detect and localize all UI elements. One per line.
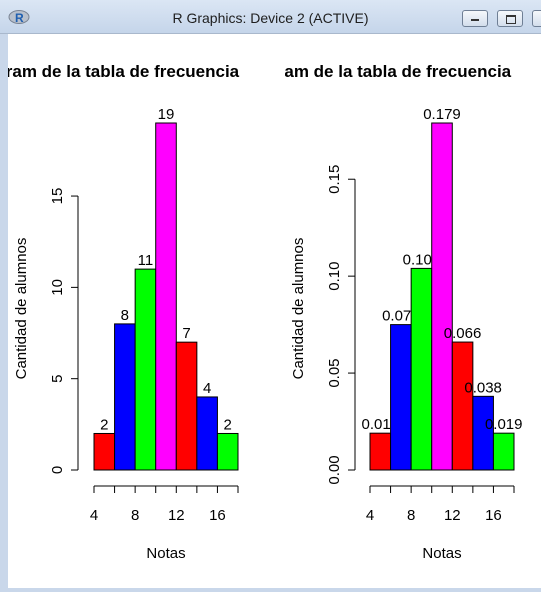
bar-value-label: 4	[203, 380, 211, 397]
chart-title: Histogram de la tabla de frecuencia	[225, 62, 512, 81]
svg-text:R: R	[15, 11, 24, 25]
x-tick-label: 12	[168, 507, 185, 524]
bar-value-label: 19	[158, 106, 175, 123]
bar-value-label: 0.038	[464, 379, 502, 396]
bar	[93, 432, 116, 471]
x-axis-label: Notas	[146, 545, 185, 562]
x-axis-label: Notas	[422, 545, 461, 562]
x-tick-label: 12	[444, 507, 461, 524]
y-tick-label: 0.00	[326, 455, 343, 484]
y-tick-label: 0.10	[326, 262, 343, 291]
y-tick-label: 10	[49, 279, 66, 296]
bar	[196, 396, 218, 471]
bar	[492, 432, 515, 471]
y-tick-label: 0.05	[326, 358, 343, 387]
bar	[155, 122, 177, 471]
x-tick-label: 8	[131, 507, 139, 524]
bar-value-label: 0.019	[362, 416, 400, 433]
bar	[431, 122, 453, 471]
y-tick-label: 0	[49, 466, 66, 474]
bar-value-label: 0.019	[485, 416, 523, 433]
bar-value-label: 0.075	[382, 308, 420, 325]
x-tick-label: 8	[407, 507, 415, 524]
x-tick-label: 4	[366, 507, 374, 524]
r-logo-icon: R	[8, 10, 30, 25]
minimize-icon[interactable]	[462, 10, 488, 27]
bar	[451, 341, 474, 471]
bar	[114, 323, 136, 471]
maximize-icon[interactable]	[497, 10, 523, 27]
bar	[410, 267, 433, 471]
x-tick-label: 16	[209, 507, 226, 524]
bar	[216, 432, 239, 471]
window-titlebar: R R Graphics: Device 2 (ACTIVE)	[0, 0, 541, 34]
x-tick-label: 16	[485, 507, 502, 524]
y-axis-label: Cantidad de alumnos	[13, 238, 30, 380]
y-tick-label: 0.15	[326, 165, 343, 194]
graphics-device: Histogram de la tabla de frecuencia 2 8 11 1…	[8, 62, 523, 562]
bar	[175, 341, 198, 471]
y-tick-label: 5	[49, 375, 66, 383]
bar-value-label: 0.066	[444, 325, 482, 342]
y-axis-label: Cantidad de alumnos	[290, 238, 307, 380]
bar	[390, 324, 412, 471]
chart-title: Histogram de la tabla de frecuencia	[8, 62, 240, 81]
bar	[369, 432, 392, 471]
bar-value-label: 2	[224, 416, 232, 433]
x-tick-label: 4	[90, 507, 98, 524]
window-frame-bottom	[0, 588, 541, 592]
window-title: R Graphics: Device 2 (ACTIVE)	[172, 10, 369, 26]
bar-value-label: 0.179	[423, 106, 461, 123]
bar-value-label: 2	[100, 416, 108, 433]
window-frame-left	[0, 34, 8, 592]
bar-value-label: 8	[121, 307, 129, 324]
bar-value-label: 0.104	[403, 251, 441, 268]
bar-value-label: 11	[138, 252, 154, 269]
close-icon[interactable]	[532, 10, 541, 27]
y-tick-label: 15	[49, 188, 66, 205]
bar-value-label: 7	[182, 325, 190, 342]
bar	[134, 268, 157, 471]
